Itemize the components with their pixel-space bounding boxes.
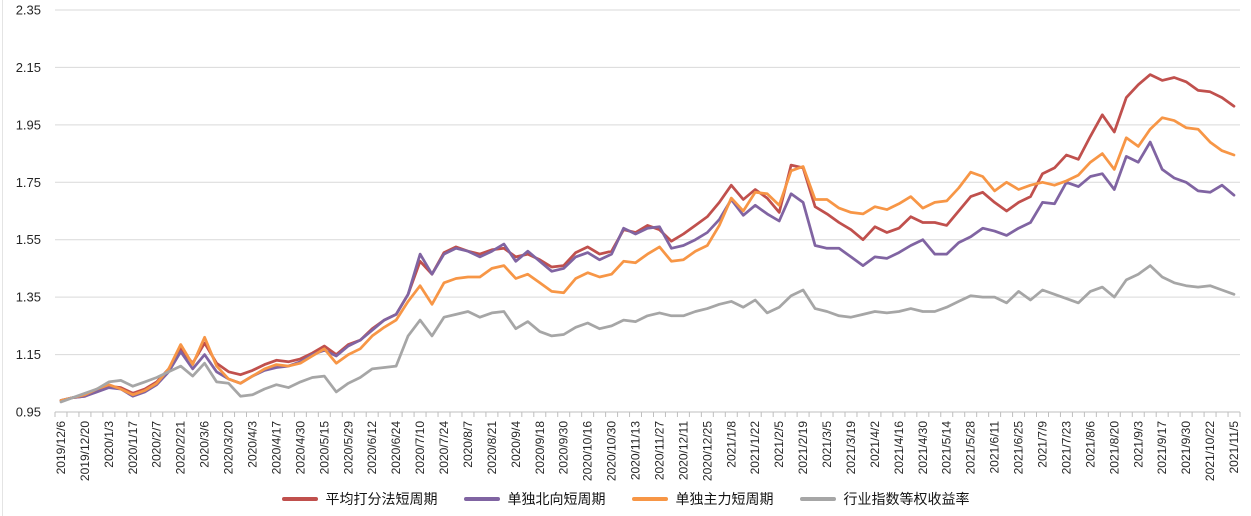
legend-line-swatch-red bbox=[281, 497, 318, 501]
y-tick-label: 1.15 bbox=[16, 347, 41, 362]
x-tick-label: 2019/12/20 bbox=[78, 421, 92, 481]
x-tick-label: 2020/11/13 bbox=[629, 421, 643, 480]
legend-line-swatch-orange bbox=[631, 497, 668, 501]
x-tick-label: 2021/6/11 bbox=[988, 421, 1002, 474]
x-tick-label: 2020/7/24 bbox=[437, 421, 451, 475]
x-tick-label: 2021/9/3 bbox=[1131, 421, 1145, 468]
x-tick-label: 2020/3/6 bbox=[198, 421, 212, 468]
x-tick-label: 2020/1/17 bbox=[126, 421, 140, 475]
x-tick-label: 2020/3/20 bbox=[222, 421, 236, 475]
series-line-3 bbox=[59, 264, 1236, 404]
legend-line-swatch-purple bbox=[463, 497, 500, 501]
x-tick-label: 2020/10/30 bbox=[605, 421, 619, 481]
x-tick-label: 2020/8/21 bbox=[485, 421, 499, 475]
x-tick-label: 2021/5/28 bbox=[964, 421, 978, 475]
x-tick-label: 2021/1/22 bbox=[748, 421, 762, 475]
x-tick-label: 2020/2/21 bbox=[174, 421, 188, 475]
x-tick-label: 2021/4/2 bbox=[868, 421, 882, 468]
legend-item-industry-index: 行业指数等权收益率 bbox=[799, 489, 970, 509]
legend-item-main-force: 单独主力短周期 bbox=[631, 489, 774, 509]
left-border bbox=[2, 0, 3, 516]
x-tick-label: 2019/12/6 bbox=[54, 421, 68, 475]
x-tick-label: 2021/11/5 bbox=[1227, 421, 1241, 474]
x-tick-label: 2020/5/29 bbox=[341, 421, 355, 475]
x-tick-label: 2021/2/5 bbox=[772, 421, 786, 468]
x-tick-label: 2020/4/3 bbox=[246, 421, 260, 468]
x-tick-label: 2021/8/20 bbox=[1107, 421, 1121, 475]
x-tick-label: 2021/5/14 bbox=[940, 421, 954, 475]
x-tick-label: 2020/12/11 bbox=[676, 421, 690, 480]
x-tick-label: 2021/8/6 bbox=[1083, 421, 1097, 468]
x-tick-label: 2020/7/10 bbox=[413, 421, 427, 475]
x-tick-label: 2021/3/5 bbox=[820, 421, 834, 468]
x-tick-label: 2021/4/30 bbox=[916, 421, 930, 475]
legend-label: 单独主力短周期 bbox=[675, 492, 774, 508]
y-tick-label: 1.55 bbox=[16, 232, 41, 247]
x-tick-label: 2021/1/8 bbox=[724, 421, 738, 468]
x-tick-label: 2020/6/12 bbox=[365, 421, 379, 475]
x-tick-label: 2020/9/30 bbox=[557, 421, 571, 475]
y-axis-labels: 0.95 1.15 1.35 1.55 1.75 1.95 2.15 2.35 bbox=[16, 3, 41, 420]
x-axis bbox=[54, 411, 1241, 417]
x-tick-label: 2021/6/25 bbox=[1012, 421, 1026, 475]
gridlines bbox=[55, 9, 1240, 356]
y-tick-label: 1.75 bbox=[16, 175, 41, 190]
x-tick-label: 2020/10/16 bbox=[581, 421, 595, 481]
legend-label: 单独北向短周期 bbox=[507, 492, 606, 508]
x-axis-labels: 2019/12/6 2019/12/20 2020/1/3 2020/1/17 2020… bbox=[54, 421, 1241, 481]
y-tick-label: 2.15 bbox=[16, 60, 41, 75]
x-tick-label: 2020/12/25 bbox=[700, 421, 714, 481]
x-tick-label: 2020/2/7 bbox=[150, 421, 164, 468]
legend: 平均打分法短周期 单独北向短周期 单独主力短周期 行业指数等权收益率 bbox=[0, 487, 1251, 511]
x-tick-label: 2021/9/17 bbox=[1155, 421, 1169, 475]
x-tick-label: 2020/4/17 bbox=[269, 421, 283, 475]
x-tick-label: 2020/1/3 bbox=[102, 421, 116, 468]
y-tick-label: 2.35 bbox=[16, 3, 41, 18]
series-line-1 bbox=[59, 140, 1236, 402]
series-lines bbox=[59, 73, 1236, 404]
x-tick-label: 2020/9/18 bbox=[533, 421, 547, 475]
series-line-0 bbox=[59, 73, 1236, 402]
legend-item-northbound: 单独北向短周期 bbox=[463, 489, 606, 509]
legend-label: 行业指数等权收益率 bbox=[843, 492, 970, 508]
x-tick-label: 2021/7/9 bbox=[1036, 421, 1050, 468]
x-tick-label: 2020/8/7 bbox=[461, 421, 475, 468]
legend-label: 平均打分法短周期 bbox=[325, 492, 438, 508]
x-tick-label: 2020/9/4 bbox=[509, 421, 523, 468]
x-tick-label: 2020/11/27 bbox=[652, 421, 666, 480]
x-tick-label: 2021/2/19 bbox=[796, 421, 810, 475]
x-tick-label: 2021/3/19 bbox=[844, 421, 858, 475]
x-tick-label: 2021/7/23 bbox=[1059, 421, 1073, 475]
legend-item-avg-score: 平均打分法短周期 bbox=[281, 489, 438, 509]
x-tick-label: 2020/4/30 bbox=[293, 421, 307, 475]
x-tick-label: 2021/4/16 bbox=[892, 421, 906, 475]
legend-line-swatch-gray bbox=[799, 497, 836, 501]
x-tick-label: 2021/10/22 bbox=[1203, 421, 1217, 481]
series-line-2 bbox=[59, 116, 1236, 402]
y-tick-label: 1.35 bbox=[16, 290, 41, 305]
x-tick-label: 2020/5/15 bbox=[317, 421, 331, 475]
x-tick-label: 2021/9/30 bbox=[1179, 421, 1193, 475]
y-tick-label: 1.95 bbox=[16, 117, 41, 132]
y-tick-label: 0.95 bbox=[16, 405, 41, 420]
x-tick-label: 2020/6/24 bbox=[389, 421, 403, 475]
